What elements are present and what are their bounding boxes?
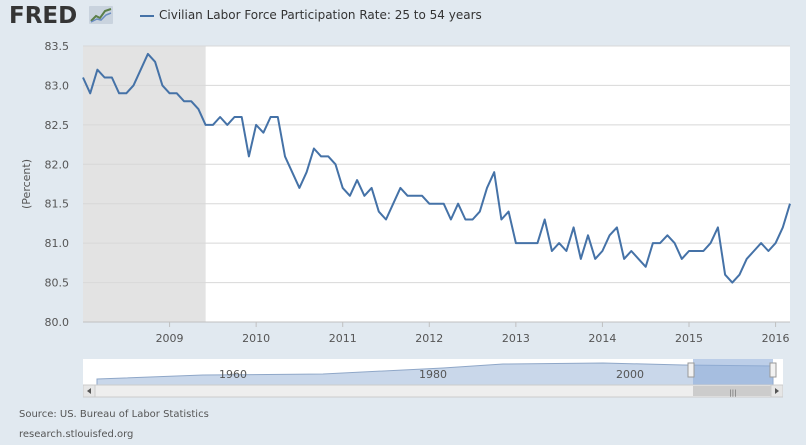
navigator-label: 1960 [219,368,247,381]
navigator-selected-range[interactable] [693,359,773,385]
y-tick-label: 83.0 [45,79,70,92]
y-tick-label: 83.5 [45,40,70,53]
x-tick-label: 2014 [588,332,616,345]
x-tick-label: 2012 [415,332,443,345]
navigator-scrollbar[interactable] [83,384,783,398]
navigator-label: 2000 [616,368,644,381]
date-range-navigator[interactable]: 1960 1980 2000 ||| [83,359,783,399]
recession-shading [83,46,206,322]
x-tick-label: 2013 [502,332,530,345]
x-tick-label: 2016 [762,332,790,345]
scrollbar-thumb[interactable] [693,386,773,396]
y-tick-label: 82.0 [45,158,70,171]
line-chart: 2009 2010 2011 2012 2013 2014 2015 2016 80.0 80.… [20,40,791,345]
legend-line-swatch [140,15,154,17]
y-tick-label: 80.0 [45,316,70,329]
x-tick-label: 2010 [242,332,270,345]
navigator-right-handle[interactable] [769,362,777,378]
y-axis-title: (Percent) [20,159,33,209]
navigator-label: 1980 [419,368,447,381]
site-url[interactable]: research.stlouisfed.org [19,429,134,440]
y-tick-label: 82.5 [45,119,70,132]
legend-series-label: Civilian Labor Force Participation Rate:… [159,8,482,22]
fred-logo[interactable]: FRED [9,3,78,29]
source-credit: Source: US. Bureau of Labor Statistics [19,409,209,420]
x-tick-label: 2009 [156,332,184,345]
navigator-left-handle[interactable] [687,362,695,378]
line-chart-icon [89,6,113,24]
series-line[interactable] [82,52,791,284]
y-tick-label: 80.5 [45,277,70,290]
scrollbar-grip-icon: ||| [729,389,736,397]
footer: Source: US. Bureau of Labor Statistics r… [19,405,209,445]
y-tick-label: 81.5 [45,198,70,211]
header: FRED Civilian Labor Force Participation … [0,0,806,42]
y-tick-label: 81.0 [45,237,70,250]
x-tick-label: 2015 [675,332,703,345]
x-tick-label: 2011 [329,332,357,345]
